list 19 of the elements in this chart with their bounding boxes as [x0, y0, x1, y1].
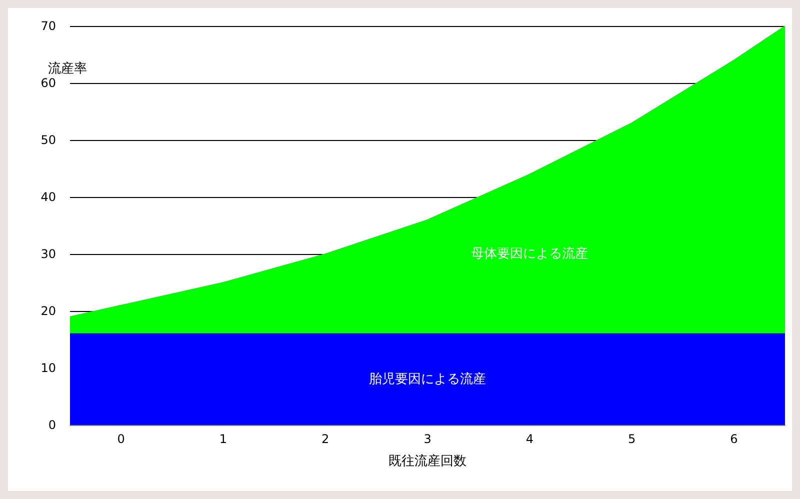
- y-tick-label: 30: [40, 247, 56, 261]
- series-label: 母体要因による流産: [471, 246, 588, 262]
- x-tick-label: 4: [526, 432, 534, 446]
- x-tick-label: 1: [219, 432, 228, 446]
- x-tick-label: 2: [322, 432, 330, 446]
- y-tick-label: 40: [40, 190, 56, 204]
- y-tick-label: 0: [48, 418, 56, 432]
- y-tick-label: 60: [40, 76, 56, 90]
- x-axis-title: 既往流産回数: [388, 453, 466, 469]
- y-tick-label: 70: [40, 19, 56, 33]
- x-tick-label: 0: [117, 432, 125, 446]
- y-axis-title: 流産率: [48, 60, 88, 77]
- x-tick-label: 6: [730, 432, 738, 446]
- y-tick-label: 10: [40, 361, 56, 375]
- x-tick-label: 5: [628, 432, 636, 446]
- y-tick-label: 20: [40, 304, 56, 318]
- series-label: 胎児要因による流産: [369, 370, 486, 387]
- y-tick-label: 50: [40, 133, 56, 147]
- x-tick-label: 3: [424, 432, 432, 446]
